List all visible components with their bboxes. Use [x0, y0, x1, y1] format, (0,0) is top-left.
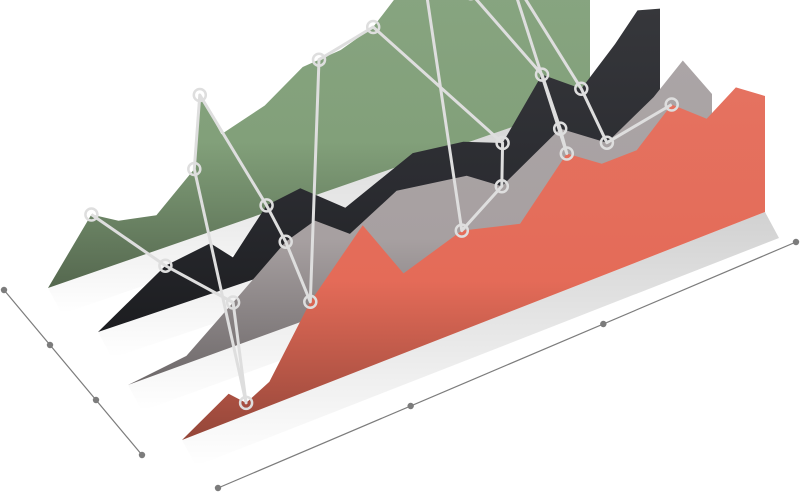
- depth-axis-tick: [0, 286, 8, 294]
- connector-marker-14: [454, 223, 470, 238]
- depth-axis-tick: [92, 396, 100, 404]
- connector-marker-19: [559, 146, 575, 161]
- connector-marker-8: [278, 234, 293, 249]
- ribbons-group: [48, 0, 779, 466]
- connector-marker-5: [187, 161, 202, 177]
- connector-marker-18: [552, 121, 568, 136]
- horizontal-axis-tick: [792, 238, 800, 246]
- connector-group: [84, 0, 679, 411]
- connector-marker-7: [259, 198, 274, 213]
- area-series-4: [182, 87, 765, 441]
- connector-marker-12: [495, 135, 510, 151]
- horizontal-axis-tick: [600, 320, 607, 328]
- depth-axis-tick: [46, 341, 54, 349]
- depth-axis-tick: [138, 451, 146, 459]
- connector-marker-6: [192, 87, 208, 103]
- connector-marker-11: [365, 19, 381, 35]
- connector-marker-21: [574, 81, 589, 97]
- axes-group: [0, 238, 800, 492]
- depth-axis-line: [3, 289, 143, 456]
- connector-marker-23: [664, 97, 679, 112]
- area-series-1: [48, 0, 590, 288]
- horizontal-axis-line: [217, 241, 797, 489]
- horizontal-axis-tick: [214, 484, 222, 492]
- area-series-3: [128, 60, 712, 385]
- connector-marker-17: [534, 67, 550, 82]
- connector-marker-13: [494, 179, 510, 194]
- ribbon-shadow-4: [182, 212, 779, 466]
- connector-marker-22: [599, 135, 615, 150]
- connector-marker-1: [84, 207, 99, 222]
- connector-line: [90, 0, 673, 405]
- connector-marker-9: [303, 294, 318, 310]
- horizontal-axis-tick: [407, 402, 414, 410]
- connector-marker-3: [225, 295, 241, 310]
- connector-marker-4: [238, 395, 254, 411]
- area-series-2: [98, 8, 660, 332]
- connector-marker-10: [311, 52, 327, 67]
- connector-marker-2: [158, 258, 173, 273]
